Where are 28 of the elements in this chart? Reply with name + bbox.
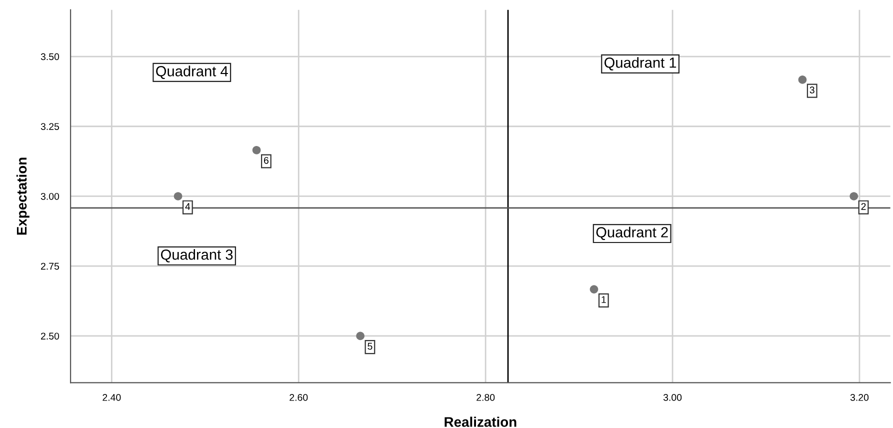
x-axis-title: Realization (444, 416, 516, 427)
x-tick-label: 2.40 (102, 394, 121, 401)
x-tick-label: 3.00 (663, 394, 682, 401)
annotation: 4 (185, 203, 190, 210)
x-tick-label: 3.20 (850, 394, 869, 401)
annotation: Quadrant 1 (604, 57, 676, 70)
y-tick-label: 3.00 (40, 192, 60, 200)
y-tick-label: 2.50 (41, 332, 60, 340)
point (252, 146, 261, 154)
point (798, 76, 807, 84)
x-tick-label: 2.60 (290, 394, 308, 401)
annotation: Quadrant 4 (156, 66, 228, 79)
point (356, 332, 364, 340)
annotation: 5 (368, 342, 372, 350)
annotation: 2 (861, 203, 866, 210)
point (590, 285, 598, 294)
annotation: 6 (264, 156, 268, 164)
y-axis-title: Expectation (16, 158, 30, 235)
point (174, 192, 182, 200)
annotation: Quadrant 3 (161, 249, 233, 262)
x-tick-label: 2.80 (476, 394, 495, 401)
annotation: 3 (810, 86, 814, 94)
annotation: 1 (602, 296, 606, 303)
y-tick-label: 3.50 (40, 53, 60, 60)
y-tick-label: 2.75 (41, 262, 60, 270)
point (850, 192, 858, 200)
annotation: Quadrant 2 (596, 226, 668, 240)
y-tick-label: 3.25 (40, 123, 60, 130)
